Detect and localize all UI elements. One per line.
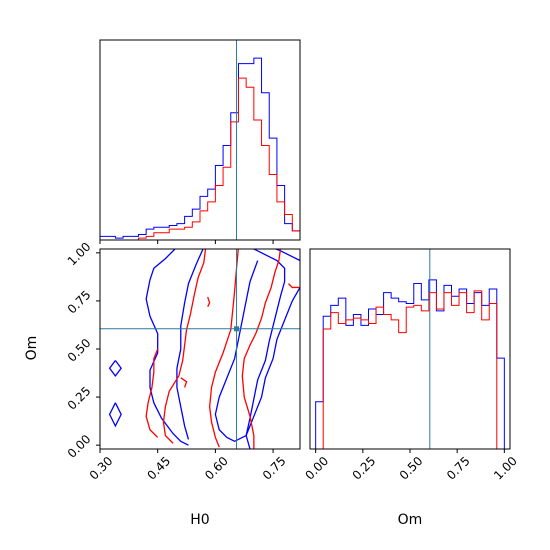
contour-series-1-level-3	[208, 249, 239, 448]
contour-xtick-label-0: 0.30	[87, 454, 116, 483]
om-hist-series-0-step-line	[315, 279, 505, 449]
contour-series-0-level-4	[274, 249, 300, 262]
contour-series-1-level-6	[180, 377, 188, 388]
om-hist-xtick-label-3: 0.75	[444, 454, 473, 483]
h0-hist-series-0-step-line	[99, 57, 301, 240]
contour-series-1-level-5	[207, 296, 211, 307]
contour-lines-group	[108, 249, 300, 449]
contour-truth-marker	[234, 326, 240, 332]
contour-ytick-label-2: 0.50	[65, 336, 94, 365]
contour-xtick-label-3: 0.75	[260, 454, 289, 483]
contour-xtick-label-2: 0.60	[202, 454, 231, 483]
om-hist-xtick-label-0: 0.00	[302, 454, 331, 483]
contour-xtick-label-1: 0.45	[144, 454, 173, 483]
contour-frame	[99, 248, 301, 450]
om-marginal-histogram-panel: 0.00 0.25 0.50 0.75 1.00	[302, 248, 520, 483]
x-axis-label-h0: H0	[190, 512, 209, 528]
h0-hist-series-1-step-line	[100, 77, 301, 241]
om-hist-frame	[309, 248, 511, 450]
contour-series-1-level-4	[288, 283, 300, 289]
contour-ytick-label-1: 0.25	[65, 384, 94, 413]
contour-series-0-level-3	[245, 249, 286, 449]
h0-om-contour-panel: 0.30 0.45 0.60 0.75 0.00 0.25 0.50 0.75 1.00	[65, 240, 301, 483]
contour-series-0-level-1	[176, 249, 204, 440]
om-hist-xtick-label-1: 0.25	[350, 454, 379, 483]
contour-ytick-label-3: 0.75	[65, 288, 94, 317]
contour-ytick-label-0: 0.00	[65, 432, 94, 461]
y-axis-label-om: Om	[24, 336, 40, 361]
contour-series-1-level-1	[145, 348, 159, 438]
contour-series-0-level-0	[145, 249, 189, 446]
contour-series-0-level-2	[214, 260, 300, 443]
contour-series-0-level-5	[108, 402, 122, 428]
x-axis-label-om: Om	[398, 512, 423, 528]
h0-hist-frame	[99, 39, 301, 241]
contour-series-1-level-2	[241, 249, 282, 449]
om-hist-xtick-label-2: 0.50	[397, 454, 426, 483]
contour-series-0-level-6	[108, 360, 122, 378]
h0-marginal-histogram-panel	[99, 39, 301, 244]
contour-ytick-label-4: 1.00	[65, 240, 94, 269]
contour-series-1-level-0	[162, 249, 207, 444]
om-hist-xtick-label-4: 1.00	[491, 454, 520, 483]
om-hist-series-1-step-line	[315, 290, 505, 450]
